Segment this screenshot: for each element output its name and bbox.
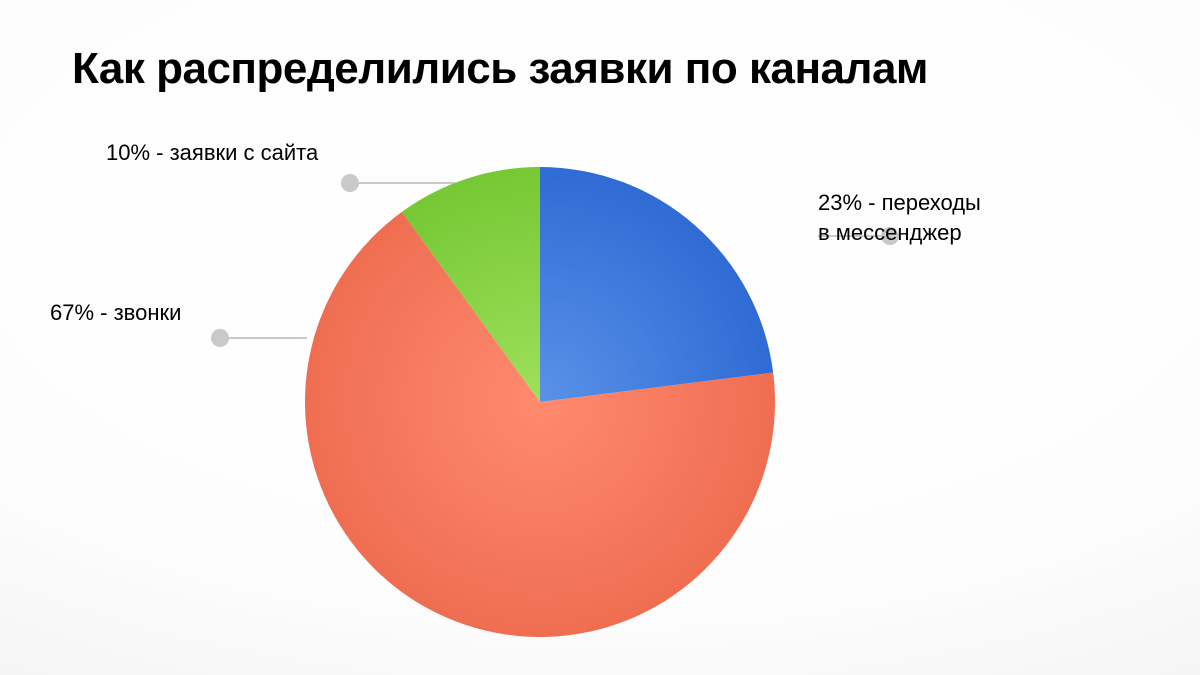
slice-label-messenger: 23% - переходы в мессенджер [818,188,981,247]
pie-slice-messenger [540,167,773,402]
pie-chart-container [0,0,1200,675]
leader-dot [341,174,359,192]
pie-chart [0,0,1200,675]
leader-dot [211,329,229,347]
slice-label-calls: 67% - звонки [50,298,181,328]
slice-label-site: 10% - заявки с сайта [106,138,318,168]
